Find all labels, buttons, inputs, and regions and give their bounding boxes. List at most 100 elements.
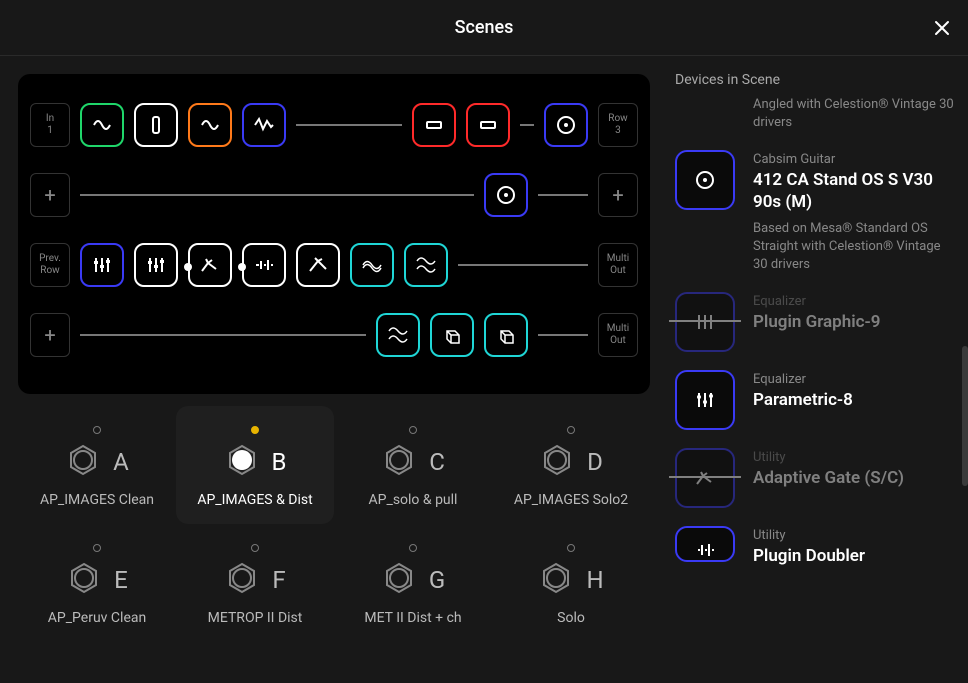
scene-card[interactable]: B AP_IMAGES & Dist <box>176 406 334 524</box>
device-icon <box>675 370 735 430</box>
fx-block[interactable] <box>430 313 474 357</box>
scene-indicator <box>409 544 417 552</box>
scene-indicator <box>93 426 101 434</box>
fx-block[interactable] <box>188 103 232 147</box>
row-label: In1 <box>30 103 70 147</box>
scrollbar-thumb[interactable] <box>962 346 968 486</box>
left-panel: In1Row3 + + Prev.Row MultiOut + MultiOut A AP_I… <box>0 56 665 683</box>
fx-block[interactable] <box>376 313 420 357</box>
scene-card[interactable]: G MET II Dist + ch <box>334 524 492 642</box>
device-icon <box>675 292 735 352</box>
preview-row: Prev.Row MultiOut <box>30 230 638 300</box>
scene-card[interactable]: H Solo <box>492 524 650 642</box>
fx-block[interactable] <box>242 243 286 287</box>
preview-row: In1Row3 <box>30 90 638 160</box>
knob-icon <box>224 560 260 600</box>
knob-icon <box>224 442 260 482</box>
scene-name: AP_IMAGES Solo2 <box>514 492 628 508</box>
device-name: 412 CA Stand OS S V30 90s (M) <box>753 169 954 213</box>
scene-card[interactable]: D AP_IMAGES Solo2 <box>492 406 650 524</box>
row-label: MultiOut <box>598 313 638 357</box>
scene-letter: C <box>429 448 445 476</box>
fx-block[interactable] <box>484 313 528 357</box>
device-category: Equalizer <box>753 294 880 309</box>
device-text: Utility Adaptive Gate (S/C) <box>753 448 904 489</box>
scene-name: MET II Dist + ch <box>364 610 461 626</box>
scene-knob-row: D <box>539 442 603 482</box>
device-category: Utility <box>753 528 865 543</box>
device-category: Equalizer <box>753 372 853 387</box>
device-item[interactable]: Utility Adaptive Gate (S/C) <box>675 448 954 508</box>
row-label: MultiOut <box>598 243 638 287</box>
fx-block[interactable] <box>134 103 178 147</box>
knob-icon <box>381 442 417 482</box>
preview-row: + MultiOut <box>30 300 638 370</box>
scene-name: Solo <box>557 610 585 626</box>
scene-name: AP_IMAGES Clean <box>40 492 154 508</box>
scene-knob-row: G <box>381 560 445 600</box>
fx-block[interactable] <box>544 103 588 147</box>
device-name: Parametric-8 <box>753 389 853 411</box>
scene-indicator <box>567 426 575 434</box>
device-item[interactable]: Equalizer Plugin Graphic-9 <box>675 292 954 352</box>
device-name: Adaptive Gate (S/C) <box>753 467 904 489</box>
device-category: Utility <box>753 450 904 465</box>
scene-knob-row: A <box>65 442 129 482</box>
fx-block[interactable] <box>412 103 456 147</box>
device-text: Cabsim Guitar412 CA Stand OS S V30 90s (… <box>753 150 954 274</box>
signal-wire <box>296 124 402 126</box>
scene-grid: A AP_IMAGES Clean B AP_IMAGES & Dist CAP_sol… <box>18 406 665 642</box>
device-item[interactable]: Utility Plugin Doubler <box>675 526 954 567</box>
device-text: Equalizer Plugin Graphic-9 <box>753 292 880 333</box>
scene-name: AP_IMAGES & Dist <box>197 492 312 508</box>
fx-block[interactable] <box>296 243 340 287</box>
main: In1Row3 + + Prev.Row MultiOut + MultiOut A AP_I… <box>0 56 968 683</box>
scene-knob-row: C <box>381 442 445 482</box>
scene-card[interactable]: FMETROP II Dist <box>176 524 334 642</box>
device-icon <box>675 448 735 508</box>
signal-wire <box>458 264 588 266</box>
fx-block[interactable] <box>134 243 178 287</box>
add-row-button[interactable]: + <box>30 173 70 217</box>
fx-block[interactable] <box>80 103 124 147</box>
scene-indicator <box>93 544 101 552</box>
scene-card[interactable]: EAP_Peruv Clean <box>18 524 176 642</box>
signal-chain-preview[interactable]: In1Row3 + + Prev.Row MultiOut + MultiOut <box>18 74 650 394</box>
device-text: Angled with Celestion® Vintage 30 driver… <box>753 90 954 132</box>
signal-wire <box>538 194 588 196</box>
device-item[interactable]: Equalizer Parametric-8 <box>675 370 954 430</box>
device-icon <box>675 150 735 210</box>
scene-letter: F <box>272 566 285 594</box>
device-item[interactable]: Cabsim Guitar412 CA Stand OS S V30 90s (… <box>675 150 954 274</box>
device-desc: Angled with Celestion® Vintage 30 driver… <box>753 96 954 132</box>
device-item[interactable]: Angled with Celestion® Vintage 30 driver… <box>675 90 954 132</box>
add-row-button[interactable]: + <box>30 313 70 357</box>
fx-block[interactable] <box>484 173 528 217</box>
signal-wire <box>520 124 534 126</box>
scene-knob-row: H <box>538 560 603 600</box>
knob-icon <box>66 560 102 600</box>
fx-block[interactable] <box>350 243 394 287</box>
row-label: Prev.Row <box>30 243 70 287</box>
scene-letter: B <box>272 448 287 476</box>
scene-card[interactable]: A AP_IMAGES Clean <box>18 406 176 524</box>
add-row-button[interactable]: + <box>598 173 638 217</box>
fx-block[interactable] <box>80 243 124 287</box>
fx-block[interactable] <box>404 243 448 287</box>
signal-wire <box>80 194 474 196</box>
fx-block[interactable] <box>188 243 232 287</box>
scene-card[interactable]: CAP_solo & pull <box>334 406 492 524</box>
scene-name: AP_Peruv Clean <box>48 610 146 626</box>
device-icon <box>675 526 735 562</box>
scrollbar-track[interactable] <box>960 56 968 683</box>
signal-wire <box>538 334 588 336</box>
fx-block[interactable] <box>466 103 510 147</box>
devices-panel: Devices in Scene Angled with Celestion® … <box>665 56 968 683</box>
scene-letter: A <box>113 448 129 476</box>
fx-block[interactable] <box>242 103 286 147</box>
device-name: Plugin Graphic-9 <box>753 311 880 333</box>
knob-icon <box>381 560 417 600</box>
device-list: Angled with Celestion® Vintage 30 driver… <box>675 100 954 537</box>
device-name: Plugin Doubler <box>753 545 865 567</box>
close-button[interactable] <box>930 16 954 40</box>
